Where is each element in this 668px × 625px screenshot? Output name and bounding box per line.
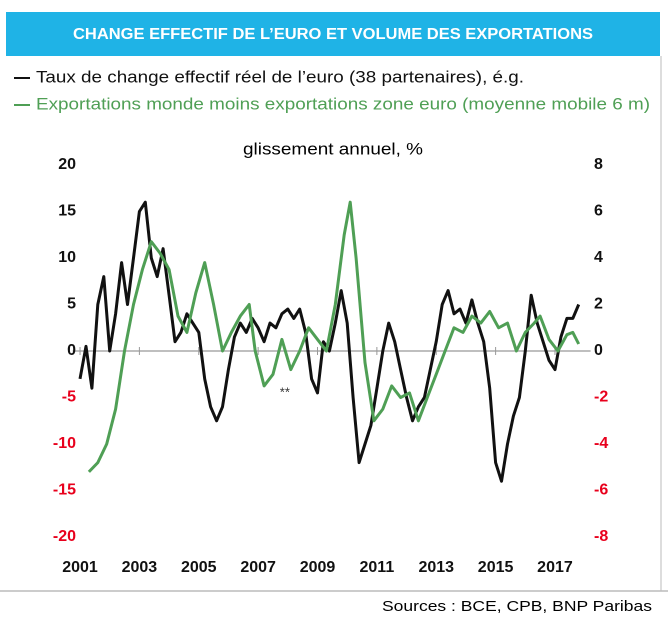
- y-tick-label: -20: [53, 528, 76, 545]
- legend-label: Exportations monde moins exportations zo…: [36, 94, 650, 113]
- y2-tick-label: 0: [594, 342, 603, 359]
- x-tick-label: 2007: [240, 559, 276, 576]
- y-tick-label: 0: [67, 342, 76, 359]
- x-tick-label: 2009: [300, 559, 336, 576]
- x-tick-label: 2013: [418, 559, 454, 576]
- y2-tick-label: 4: [594, 249, 603, 266]
- source: Sources : BCE, CPB, BNP Paribas: [382, 598, 652, 615]
- y2-tick-label: 8: [594, 156, 603, 173]
- x-tick-label: 2003: [122, 559, 158, 576]
- y-tick-label: 15: [58, 203, 76, 220]
- chart-title: CHANGE EFFECTIF DE L’EURO ET VOLUME DES …: [73, 26, 593, 43]
- x-tick-label: 2005: [181, 559, 217, 576]
- y-tick-label: 5: [67, 296, 76, 313]
- y2-tick-label: 6: [594, 203, 603, 220]
- x-tick-label: 2011: [360, 559, 395, 576]
- series-line: [87, 200, 581, 473]
- x-tick-label: 2001: [62, 559, 98, 576]
- y2-tick-label: 2: [594, 296, 603, 313]
- y-tick-label: -5: [62, 389, 76, 406]
- series-line: [78, 200, 581, 483]
- y2-tick-label: -8: [594, 528, 608, 545]
- y2-tick-label: -2: [594, 389, 608, 406]
- annotation: **: [280, 384, 290, 399]
- x-tick-label: 2017: [537, 559, 573, 576]
- y2-tick-label: -4: [594, 435, 608, 452]
- y-tick-label: 10: [58, 249, 76, 266]
- subtitle: glissement annuel, %: [243, 139, 423, 158]
- y2-tick-label: -6: [594, 482, 608, 499]
- y-tick-label: -10: [53, 435, 76, 452]
- title-bar: [6, 12, 660, 56]
- y-tick-label: 20: [58, 156, 76, 173]
- legend-label: Taux de change effectif réel de l’euro (…: [36, 67, 524, 86]
- y-tick-label: -15: [53, 482, 76, 499]
- x-tick-label: 2015: [478, 559, 514, 576]
